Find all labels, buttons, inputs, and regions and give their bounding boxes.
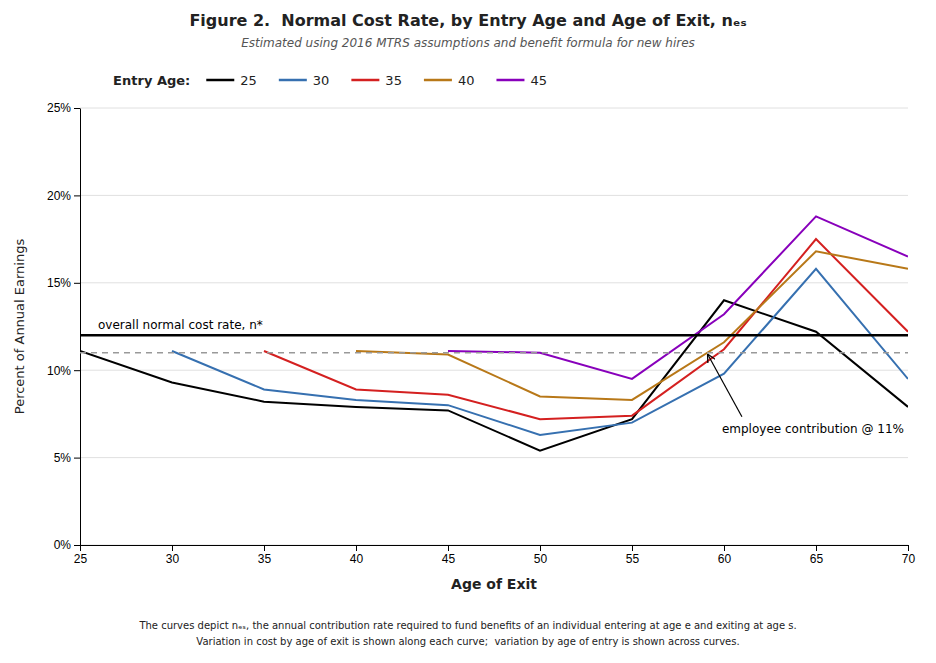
- x-tick: 70: [902, 545, 916, 566]
- legend-item: 45: [496, 73, 547, 88]
- legend-label: 35: [385, 73, 402, 88]
- legend-item: 35: [351, 73, 402, 88]
- legend-title: Entry Age:: [113, 73, 190, 88]
- x-tick-label: 25: [74, 552, 88, 566]
- subtitle: Estimated using 2016 MTRS assumptions an…: [241, 36, 695, 50]
- grid-line: [80, 195, 908, 196]
- chart: Figure 2. Normal Cost Rate, by Entry Age…: [0, 0, 936, 663]
- grid-line: [80, 370, 908, 371]
- legend: Entry Age: 25 30 35 40 45: [113, 73, 547, 88]
- x-tick-label: 50: [534, 552, 548, 566]
- series-line: [448, 216, 908, 379]
- title: Figure 2. Normal Cost Rate, by Entry Age…: [189, 11, 746, 30]
- series-line: [264, 239, 908, 419]
- x-tick-mark: [632, 545, 633, 551]
- y-axis-line: [80, 109, 81, 546]
- x-tick: 40: [350, 545, 364, 566]
- legend-item: 40: [424, 73, 475, 88]
- x-tick-label: 65: [810, 552, 824, 566]
- y-tick: 15%: [47, 276, 80, 290]
- series-line: [356, 251, 908, 400]
- x-tick: 35: [258, 545, 272, 566]
- y-tick-mark: [74, 195, 80, 196]
- y-tick-label: 0%: [54, 538, 72, 552]
- y-tick-mark: [74, 370, 80, 371]
- reference-line: [80, 352, 908, 354]
- x-tick-label: 35: [258, 552, 272, 566]
- x-axis: 25 30 35 40 45 50 55 60 65 70: [74, 545, 916, 566]
- x-tick: 65: [810, 545, 824, 566]
- x-tick-mark: [816, 545, 817, 551]
- legend-swatch: [279, 79, 307, 82]
- x-tick-label: 55: [626, 552, 640, 566]
- annotations: overall normal cost rate, n* employee con…: [98, 318, 904, 435]
- x-tick-mark: [356, 545, 357, 551]
- legend-label: 30: [313, 73, 330, 88]
- grid-line: [80, 457, 908, 458]
- x-tick-label: 45: [442, 552, 456, 566]
- y-tick-label: 20%: [47, 189, 71, 203]
- legend-swatch: [424, 79, 452, 82]
- x-tick: 55: [626, 545, 640, 566]
- legend-label: 45: [530, 73, 547, 88]
- y-tick-mark: [74, 458, 80, 459]
- legend-swatch: [206, 79, 234, 82]
- legend-item: 30: [279, 73, 330, 88]
- x-tick-label: 70: [902, 552, 916, 566]
- x-axis-label: Age of Exit: [451, 576, 537, 592]
- grid-line: [80, 545, 908, 546]
- grid: [80, 108, 908, 545]
- x-tick-label: 60: [718, 552, 732, 566]
- x-tick-mark: [80, 545, 81, 551]
- marks: [80, 216, 908, 450]
- x-tick-mark: [724, 545, 725, 551]
- legend-swatch: [351, 79, 379, 82]
- y-tick-label: 25%: [47, 101, 71, 115]
- footnote: Variation in cost by age of exit is show…: [196, 636, 739, 647]
- x-tick-mark: [540, 545, 541, 551]
- legend-item: 25: [206, 73, 257, 88]
- y-axis-label: Percent of Annual Earnings: [12, 239, 27, 415]
- y-tick: 20%: [47, 189, 80, 203]
- x-tick: 50: [534, 545, 548, 566]
- y-tick: 25%: [47, 101, 80, 115]
- x-tick-label: 40: [350, 552, 364, 566]
- reference-label: employee contribution @ 11%: [722, 422, 904, 436]
- y-tick: 5%: [54, 451, 80, 465]
- y-tick-mark: [74, 283, 80, 284]
- legend-label: 40: [458, 73, 475, 88]
- x-tick: 45: [442, 545, 456, 566]
- reference-label: overall normal cost rate, n*: [98, 318, 263, 332]
- y-tick: 10%: [47, 364, 80, 378]
- footnote: The curves depict nₑₛ, the annual contri…: [138, 620, 796, 631]
- annotation-arrow: [708, 355, 742, 417]
- grid-line: [80, 108, 908, 109]
- legend-label: 25: [240, 73, 257, 88]
- y-tick: 0%: [54, 538, 80, 552]
- x-tick-mark: [172, 545, 173, 551]
- y-tick-label: 10%: [47, 364, 71, 378]
- plot-area: 25 30 35 40 45 50 55 60 65 70 0% 5% 10% 15% 20% 25% Age …: [12, 101, 915, 592]
- x-tick: 25: [74, 545, 88, 566]
- y-tick-mark: [74, 545, 80, 546]
- y-axis: 0% 5% 10% 15% 20% 25%: [47, 101, 81, 552]
- y-tick-mark: [74, 108, 80, 109]
- x-tick-mark: [264, 545, 265, 551]
- y-tick-label: 15%: [47, 276, 71, 290]
- legend-swatch: [496, 79, 524, 82]
- x-tick-mark: [908, 545, 909, 551]
- x-tick-mark: [448, 545, 449, 551]
- x-axis-line: [81, 545, 909, 546]
- reference-line: [80, 334, 908, 337]
- x-tick-label: 30: [166, 552, 180, 566]
- y-tick-label: 5%: [54, 451, 72, 465]
- x-tick: 30: [166, 545, 180, 566]
- x-tick: 60: [718, 545, 732, 566]
